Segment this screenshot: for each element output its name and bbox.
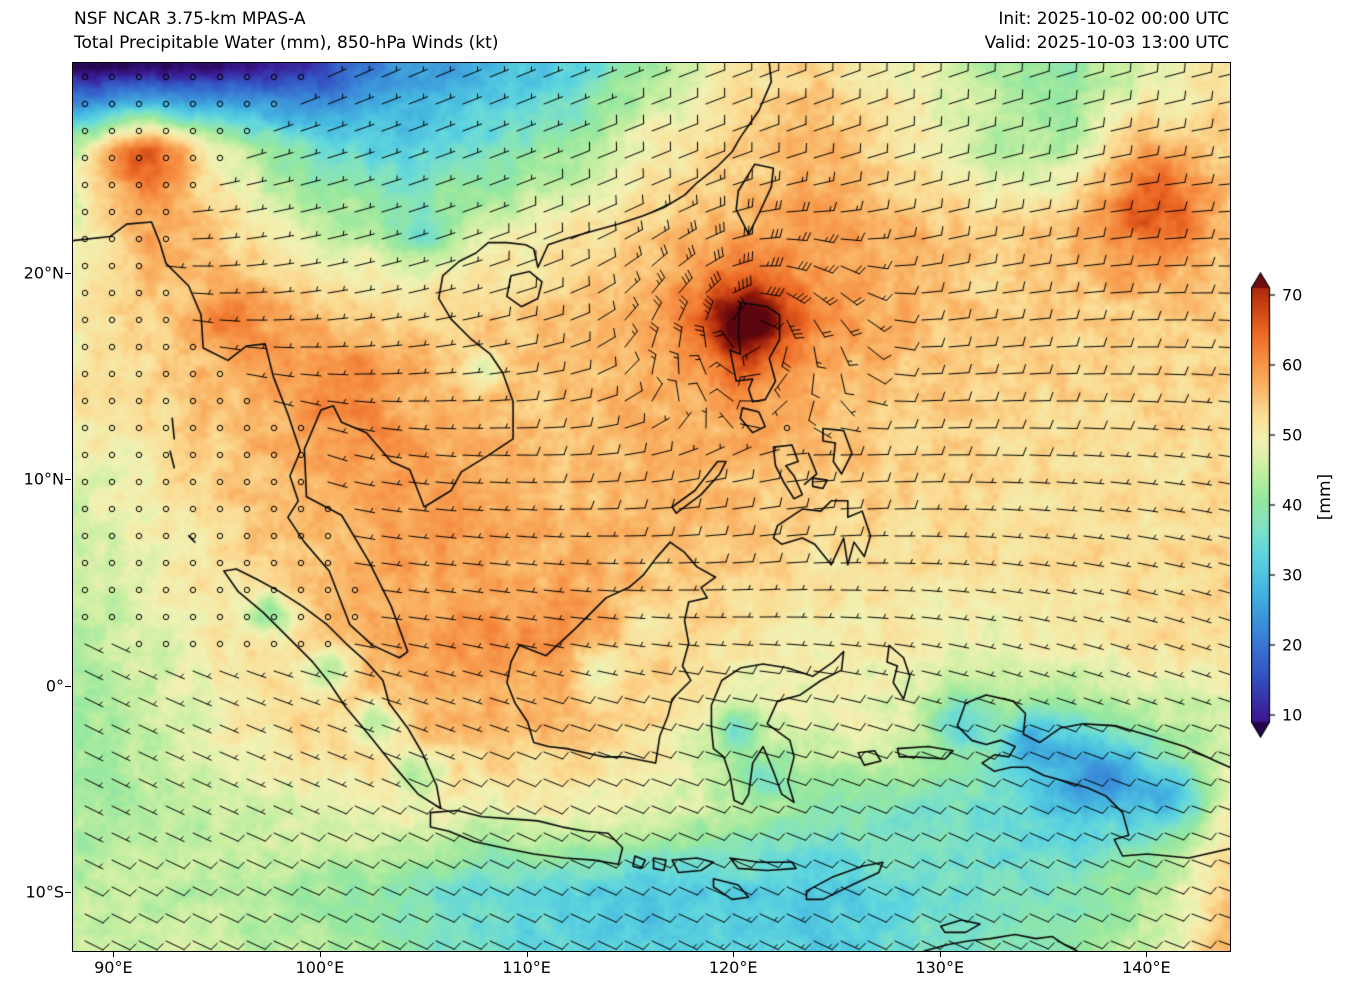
colorbar-tick-label: 50	[1282, 425, 1303, 445]
y-tick-label: 0°	[45, 676, 64, 696]
y-tick-label: 10°S	[25, 882, 64, 902]
x-tick-label: 130°E	[915, 958, 965, 977]
valid-time: Valid: 2025-10-03 13:00 UTC	[984, 33, 1229, 53]
x-tick-mark	[113, 951, 115, 957]
x-tick-label: 100°E	[295, 958, 345, 977]
colorbar	[1251, 272, 1277, 738]
field-title: Total Precipitable Water (mm), 850-hPa W…	[74, 33, 499, 53]
map-frame	[72, 62, 1231, 952]
model-title: NSF NCAR 3.75-km MPAS-A	[74, 9, 306, 29]
y-tick-label: 10°N	[23, 469, 64, 489]
y-tick-mark	[65, 892, 71, 894]
x-tick-mark	[939, 951, 941, 957]
colorbar-tick-label: 20	[1282, 635, 1303, 655]
x-tick-mark	[526, 951, 528, 957]
colorbar-tick-label: 40	[1282, 495, 1303, 515]
init-time: Init: 2025-10-02 00:00 UTC	[998, 9, 1229, 29]
x-tick-label: 110°E	[502, 958, 551, 977]
y-tick-label: 20°N	[23, 263, 64, 283]
x-tick-mark	[733, 951, 735, 957]
map-canvas	[73, 63, 1230, 951]
x-tick-mark	[1146, 951, 1148, 957]
colorbar-tick-label: 30	[1282, 565, 1303, 585]
x-tick-label: 140°E	[1122, 958, 1171, 977]
y-tick-mark	[65, 685, 71, 687]
y-tick-mark	[65, 272, 71, 274]
y-tick-mark	[65, 479, 71, 481]
x-tick-mark	[319, 951, 321, 957]
colorbar-tick-label: 60	[1282, 355, 1303, 375]
colorbar-tick-label: 70	[1282, 285, 1303, 305]
colorbar-label: [mm]	[1315, 473, 1336, 521]
x-tick-label: 120°E	[708, 958, 758, 977]
x-tick-label: 90°E	[94, 958, 133, 977]
colorbar-tick-label: 10	[1282, 705, 1303, 725]
